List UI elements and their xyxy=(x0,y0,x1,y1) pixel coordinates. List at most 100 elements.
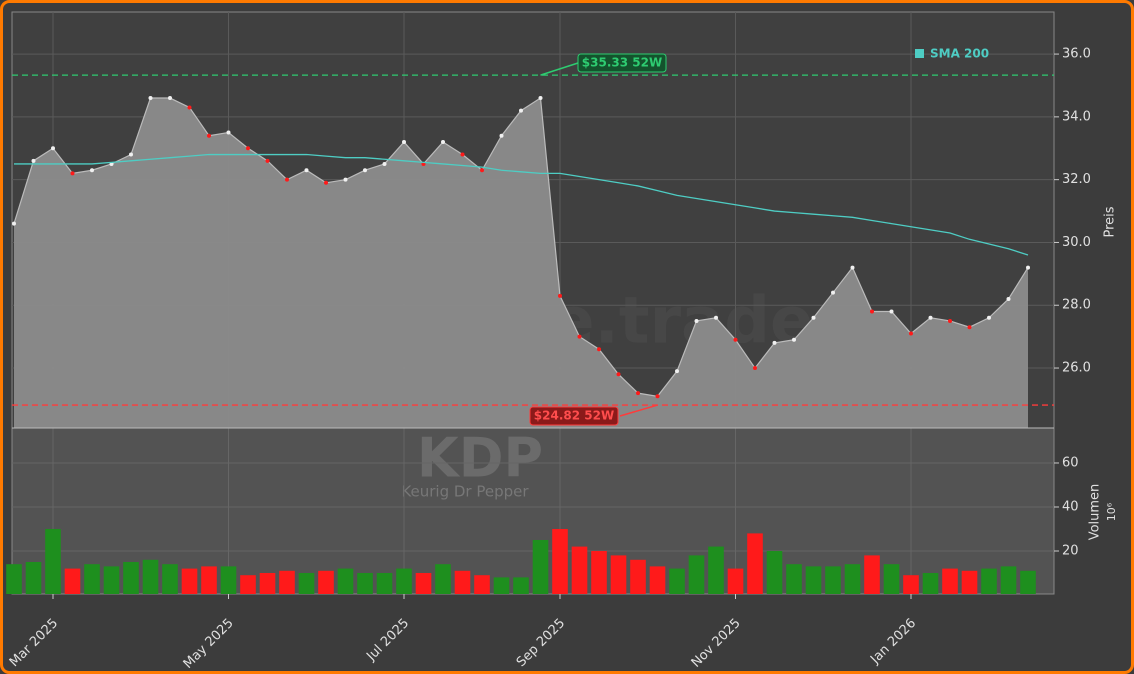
price-point xyxy=(909,331,913,336)
price-point xyxy=(597,347,601,352)
volume-bar xyxy=(513,577,529,594)
volume-bar xyxy=(825,566,841,594)
volume-bar xyxy=(981,568,997,594)
price-point xyxy=(753,366,757,371)
price-point xyxy=(967,325,972,330)
price-point xyxy=(402,139,406,144)
price-point xyxy=(519,108,523,113)
ticker-watermark: KDP xyxy=(417,427,543,490)
volume-bar xyxy=(454,570,471,594)
high-arrow xyxy=(540,62,579,76)
price-point xyxy=(714,315,718,320)
volume-bar xyxy=(864,555,880,594)
volume-bar xyxy=(84,564,100,594)
price-point xyxy=(616,372,621,377)
price-point xyxy=(168,96,172,101)
y-tick-label: 60 xyxy=(1062,455,1079,470)
volume-bar xyxy=(1000,566,1017,594)
price-point xyxy=(850,265,855,270)
volume-bar xyxy=(649,566,666,594)
legend-swatch xyxy=(915,49,924,58)
sma-line xyxy=(14,153,1029,256)
volume-bar xyxy=(396,568,412,594)
price-point xyxy=(636,391,640,396)
price-point xyxy=(792,337,796,342)
volume-bar xyxy=(435,564,451,594)
volume-bar xyxy=(844,564,861,594)
price-point xyxy=(948,318,952,323)
volume-bar xyxy=(474,575,490,594)
price-point xyxy=(772,340,777,345)
high-label: $35.33 52W xyxy=(582,56,662,70)
volume-axis-unit: 10⁶ xyxy=(1105,502,1118,521)
volume-bar xyxy=(201,566,217,594)
low-label: $24.82 52W xyxy=(534,409,614,423)
volume-bar xyxy=(298,572,315,594)
price-point xyxy=(733,337,738,342)
volume-bar xyxy=(279,570,295,594)
price-point xyxy=(441,139,445,144)
volume-bar xyxy=(162,564,178,594)
volume-bar xyxy=(883,564,900,594)
price-point xyxy=(655,394,660,399)
volume-bar xyxy=(708,546,724,594)
volume-bar xyxy=(630,559,646,594)
volume-bar xyxy=(181,568,198,594)
price-point xyxy=(538,96,543,101)
y-tick-label: 32.0 xyxy=(1062,172,1091,187)
high-label-box xyxy=(577,53,667,73)
price-point xyxy=(51,146,55,151)
volume-bar xyxy=(64,568,81,594)
y-tick-label: 30.0 xyxy=(1062,235,1091,250)
price-point xyxy=(363,168,367,173)
volume-bar xyxy=(337,568,354,594)
low-label-box xyxy=(529,406,619,426)
volume-bar xyxy=(747,533,763,594)
price-point xyxy=(675,369,679,374)
y-tick-label: 28.0 xyxy=(1062,298,1091,313)
y-tick-label: 26.0 xyxy=(1062,361,1091,376)
volume-bar xyxy=(591,550,607,594)
price-point xyxy=(987,315,991,320)
price-point xyxy=(480,168,484,173)
y-tick-label: 20 xyxy=(1062,543,1079,558)
volume-bar xyxy=(552,528,568,594)
volume-bar xyxy=(1020,570,1036,594)
price-point xyxy=(928,315,933,320)
volume-bar xyxy=(922,572,939,594)
volume-bar xyxy=(123,561,139,594)
volume-bar xyxy=(903,575,919,594)
volume-bar xyxy=(961,570,978,594)
volume-bar xyxy=(493,577,510,594)
price-point xyxy=(460,152,465,157)
price-point xyxy=(70,171,75,176)
price-point xyxy=(129,152,133,157)
price-point xyxy=(246,146,250,151)
price-point xyxy=(90,168,94,173)
price-point xyxy=(889,309,894,314)
price-point xyxy=(324,180,328,185)
volume-bar xyxy=(142,559,159,594)
volume-bar xyxy=(786,564,802,594)
y-tick-label: 40 xyxy=(1062,499,1079,514)
price-point xyxy=(187,105,192,110)
price-area xyxy=(14,98,1028,428)
volume-bar xyxy=(688,555,705,594)
price-axis-label: Preis xyxy=(1103,206,1118,237)
volume-bar xyxy=(571,546,588,594)
volume-bar xyxy=(259,572,276,594)
price-point xyxy=(207,133,211,138)
price-point xyxy=(382,161,387,166)
volume-bar xyxy=(610,555,627,594)
volume-bar xyxy=(357,572,373,594)
price-point xyxy=(811,315,816,320)
volume-bar xyxy=(318,570,334,594)
volume-bar xyxy=(240,575,256,594)
price-point xyxy=(304,168,309,173)
y-tick-label: 34.0 xyxy=(1062,109,1091,124)
volume-axis-label: Volumen xyxy=(1088,484,1103,541)
price-point xyxy=(148,96,153,101)
y-tick-label: 36.0 xyxy=(1062,47,1091,62)
price-point xyxy=(499,133,504,138)
